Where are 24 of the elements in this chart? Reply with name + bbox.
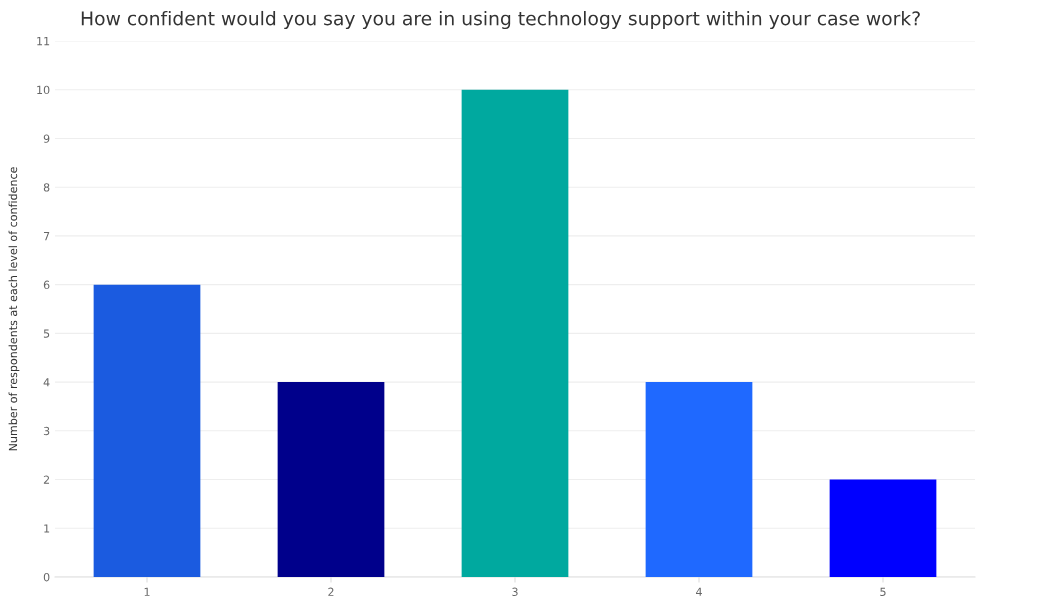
x-tick-label: 4 (696, 587, 702, 596)
y-tick-label: 8 (43, 183, 50, 192)
y-tick-label: 1 (44, 524, 50, 533)
bar (461, 89, 569, 577)
y-tick-label: 10 (37, 85, 50, 95)
y-tick-label: 2 (43, 475, 50, 484)
bar (645, 382, 753, 577)
y-axis-title: Number of respondents at each level of confidence (8, 167, 20, 451)
y-tick-label: 7 (43, 232, 50, 241)
bar (829, 479, 937, 577)
y-tick-label: 3 (43, 426, 50, 436)
bar (277, 382, 385, 577)
chart-title: How confident would you say you are in using technology support within your case work? (81, 10, 920, 30)
y-tick-label: 4 (43, 378, 50, 387)
x-tick-label: 2 (328, 587, 334, 596)
y-tick-label: 11 (37, 37, 50, 46)
bar (93, 284, 201, 577)
x-tick-label: 1 (144, 587, 150, 596)
x-tick-label: 5 (880, 587, 886, 597)
y-tick-label: 5 (43, 329, 50, 338)
y-tick-label: 9 (43, 134, 50, 143)
x-tick-label: 3 (512, 587, 518, 597)
y-tick-label: 6 (43, 280, 50, 290)
y-tick-label: 0 (43, 572, 50, 582)
